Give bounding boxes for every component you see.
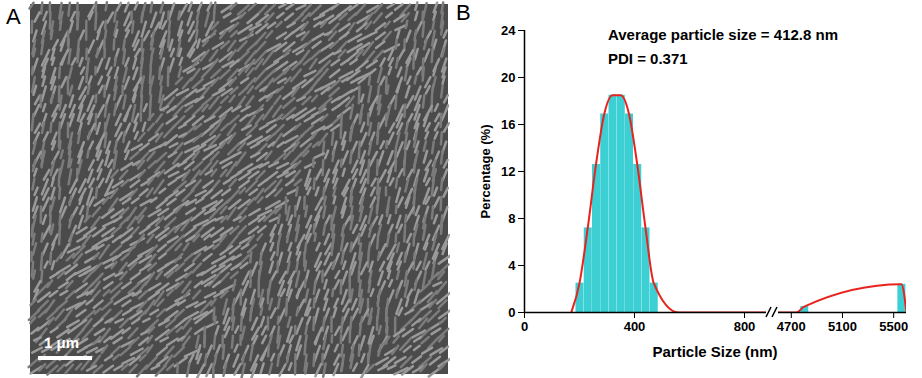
svg-text:8: 8	[508, 211, 515, 226]
html-text:Average particle size = 412.8: Average particle size = 412.8 nm	[608, 26, 838, 43]
svg-text:1 μm: 1 μm	[44, 334, 79, 351]
svg-text:0: 0	[521, 319, 528, 334]
svg-text:400: 400	[624, 319, 646, 334]
svg-text:Percentage (%): Percentage (%)	[478, 125, 493, 219]
svg-text:5500: 5500	[879, 319, 908, 334]
svg-text:20: 20	[501, 70, 515, 85]
svg-text:24: 24	[501, 23, 516, 38]
html-text:B: B	[456, 0, 471, 25]
svg-text:A: A	[6, 4, 21, 29]
svg-text:12: 12	[501, 164, 515, 179]
svg-text:0: 0	[508, 305, 515, 320]
svg-text:16: 16	[501, 117, 515, 132]
html-text:Particle Size (nm): Particle Size (nm)	[652, 343, 778, 360]
svg-text:5100: 5100	[828, 319, 857, 334]
svg-text:4: 4	[508, 258, 516, 273]
html-text:PDI = 0.371: PDI = 0.371	[608, 50, 688, 67]
svg-text:4700: 4700	[777, 319, 806, 334]
svg-text:800: 800	[734, 319, 756, 334]
